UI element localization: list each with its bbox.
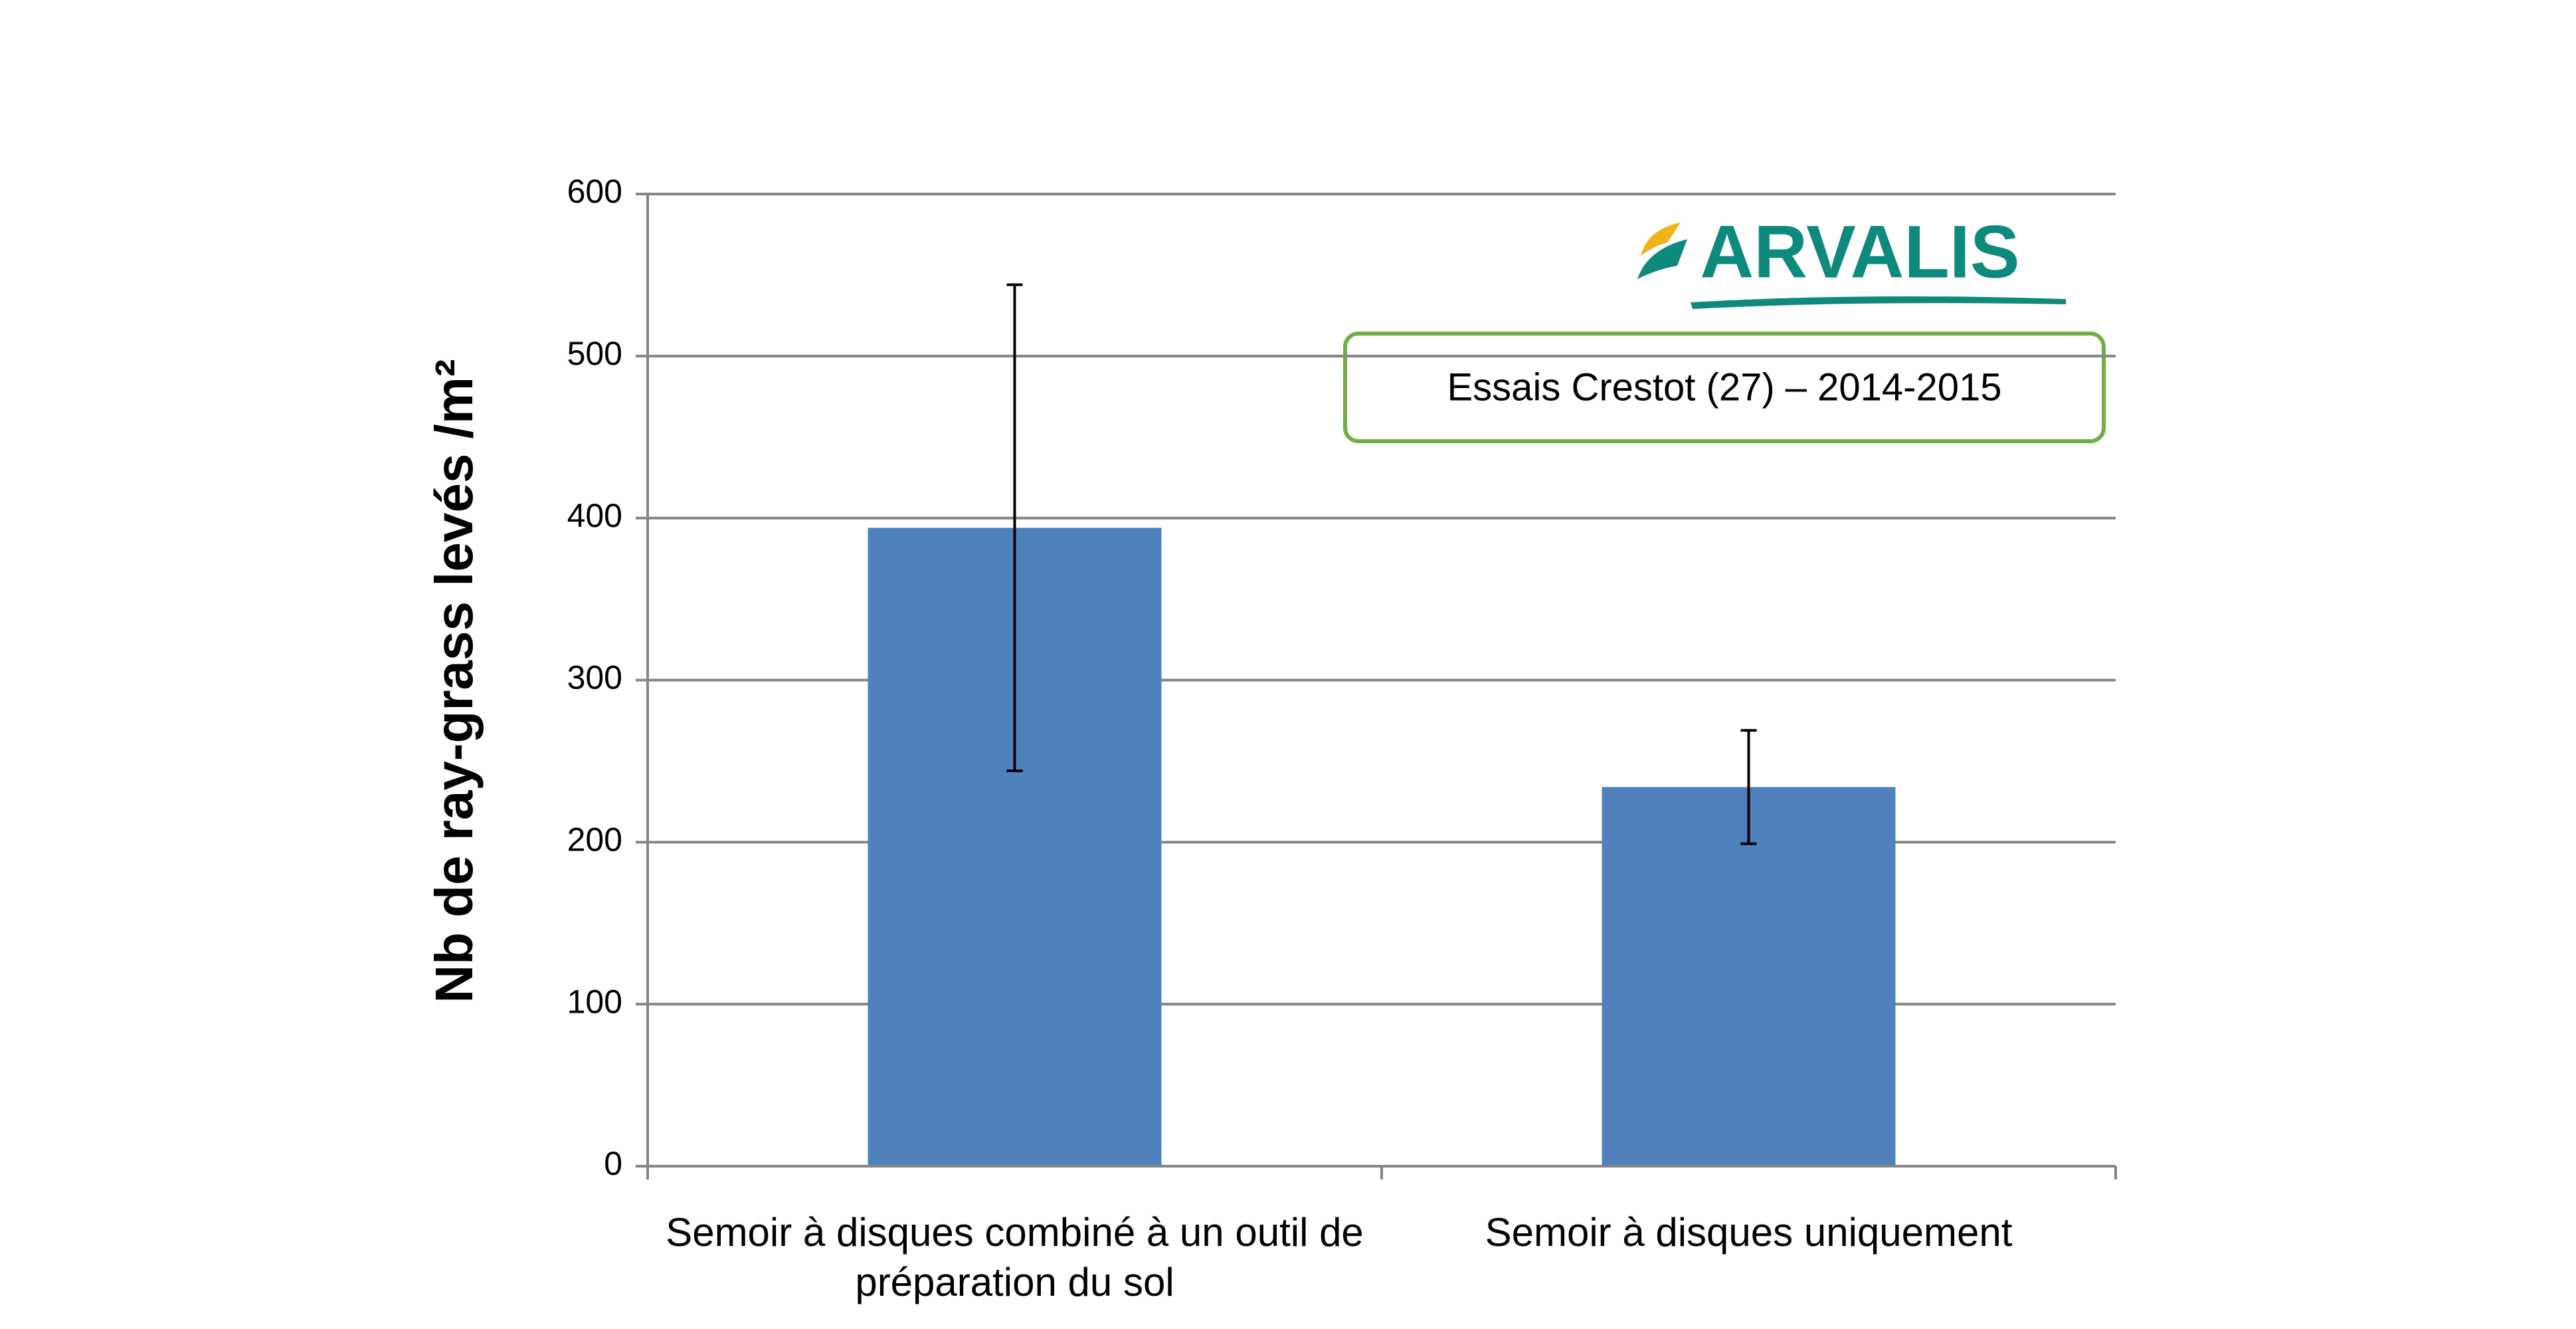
y-tick-label: 0 <box>604 1145 622 1182</box>
y-tick-label: 100 <box>567 983 622 1020</box>
y-tick-label: 600 <box>567 173 622 210</box>
annotation-box <box>1343 332 2106 443</box>
y-tick-label: 300 <box>567 659 622 696</box>
logo-text: ARVALIS <box>1700 211 2019 294</box>
bar <box>1602 787 1896 1166</box>
logo-leaf <box>1641 223 1681 256</box>
y-tick-label: 400 <box>567 497 622 534</box>
y-tick-label: 500 <box>567 335 622 372</box>
logo: ARVALIS <box>1637 211 2066 309</box>
y-axis-label: Nb de ray-grass levés /m² <box>424 359 484 1003</box>
logo-swoosh <box>1691 296 2066 309</box>
x-tick-label: Semoir à disques uniquement <box>1485 1210 2013 1255</box>
x-tick-label: Semoir à disques combiné à un outil de p… <box>666 1210 1364 1304</box>
annotation: Essais Crestot (27) – 2014-2015 <box>1447 365 2002 409</box>
y-tick-label: 200 <box>567 821 622 859</box>
logo-leaf <box>1637 239 1687 279</box>
